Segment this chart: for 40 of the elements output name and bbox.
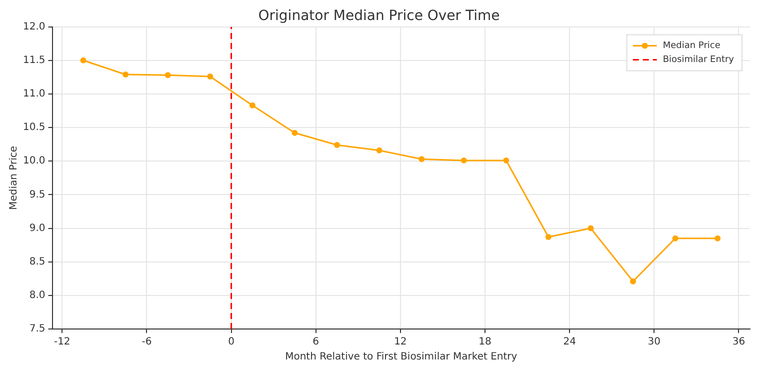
point (334, 142, 340, 148)
point (80, 57, 86, 64)
x-tick-label: 36 (732, 336, 746, 348)
y-tick-label: 7.5 (29, 324, 46, 335)
y-tick-label: 8.0 (29, 290, 46, 302)
y-tick-label: 11.0 (23, 88, 46, 100)
y-tick-label: 10.0 (23, 156, 46, 167)
y-tick-label: 10.5 (23, 122, 46, 134)
y-tick-label: 8.5 (29, 256, 46, 268)
point (545, 234, 552, 240)
point (164, 72, 171, 78)
y-tick-label: 9.0 (29, 222, 46, 234)
x-tick-label: -6 (142, 336, 152, 348)
point (292, 130, 298, 136)
legend-label: Median Price (662, 41, 721, 52)
legend-label: Biosimilar Entry (662, 55, 735, 66)
x-tick-label: 12 (394, 336, 407, 348)
point (503, 157, 510, 164)
point (588, 225, 594, 232)
x-tick-label: 24 (563, 336, 576, 348)
x-tick-label: 18 (478, 336, 492, 348)
point (418, 156, 425, 162)
point (630, 278, 636, 284)
x-tick-label: 30 (648, 336, 661, 348)
x-tick-label: 0 (228, 336, 234, 348)
x-axis-title: Month Relative to First Biosimilar Market Entry (285, 352, 518, 363)
y-axis-title: Median Price (8, 146, 20, 210)
point (249, 102, 256, 108)
point (207, 73, 214, 80)
point (714, 235, 721, 242)
point (460, 157, 467, 164)
point (672, 235, 678, 242)
x-tick-label: -12 (54, 336, 70, 348)
point (376, 147, 382, 154)
y-tick-label: 12.0 (23, 21, 46, 32)
y-tick-label: 11.5 (23, 54, 46, 66)
chart-title: Originator Median Price Over Time (258, 8, 500, 24)
point (122, 71, 129, 78)
y-tick-label: 9.5 (29, 189, 46, 200)
x-tick-label: 6 (312, 336, 320, 348)
